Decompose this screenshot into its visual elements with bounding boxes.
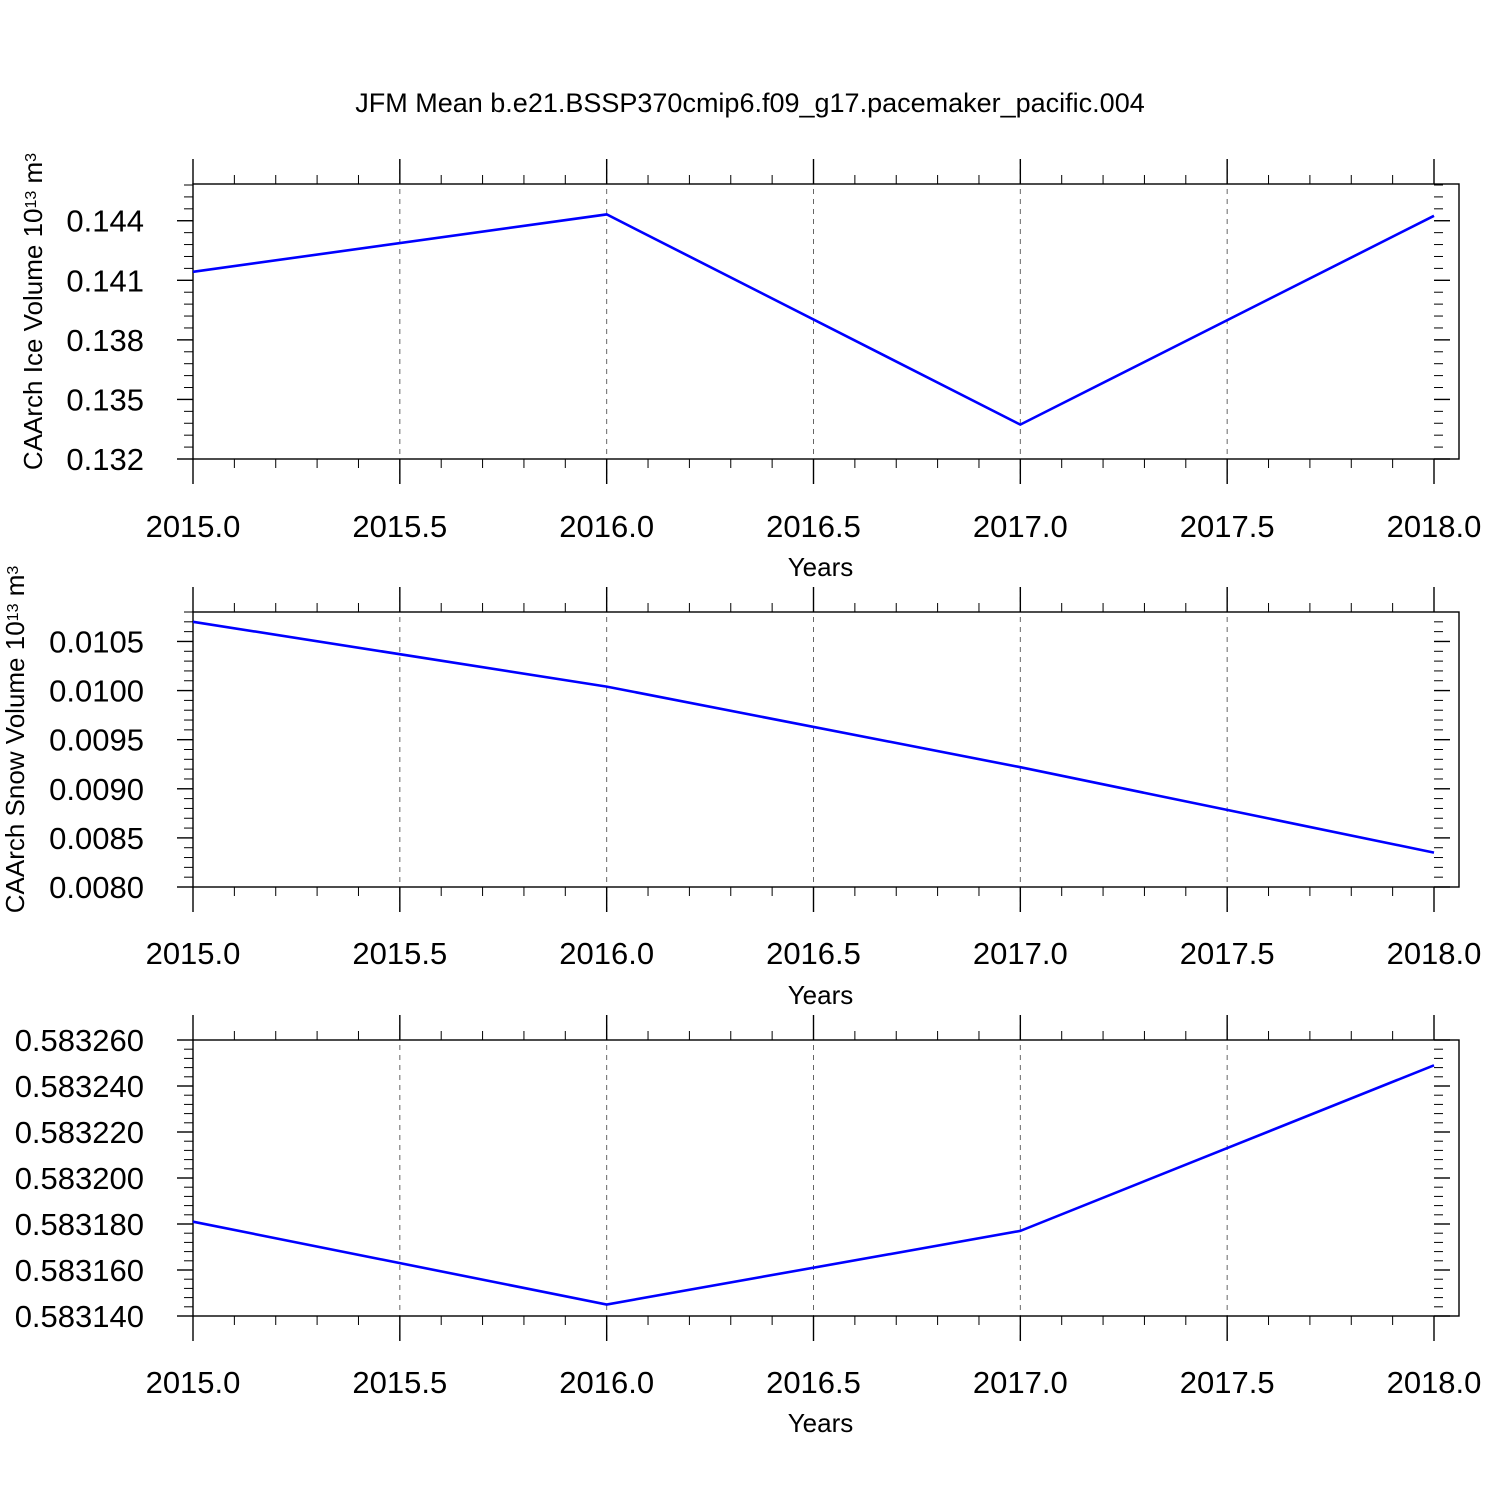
y-tick-label: 0.583220 xyxy=(15,1115,144,1150)
figure-title: JFM Mean b.e21.BSSP370cmip6.f09_g17.pace… xyxy=(355,88,1144,118)
x-tick-label: 2015.0 xyxy=(146,509,241,544)
y-tick-label: 0.583160 xyxy=(15,1253,144,1288)
chart-panel-3: 2015.0 2015.5 2016.0 2016.5 2017.0 2017.5 2018… xyxy=(15,1015,1482,1438)
y-tick-label: 0.0080 xyxy=(49,870,144,905)
series-line xyxy=(192,1064,1435,1306)
x-axis-label: Years xyxy=(788,552,854,582)
y-tick-label: 0.583180 xyxy=(15,1207,144,1242)
y-tick-label: 0.135 xyxy=(66,382,144,417)
y-tick-label: 0.0095 xyxy=(49,723,144,758)
y-tick-label: 0.0090 xyxy=(49,772,144,807)
plot-frame xyxy=(192,183,1460,460)
x-tick-label: 2016.0 xyxy=(559,509,654,544)
y-tick-label: 0.132 xyxy=(66,442,144,477)
y-tick-label: 0.0100 xyxy=(49,674,144,709)
y-axis-label-text: m xyxy=(0,575,30,604)
x-tick-label: 2016.0 xyxy=(559,936,654,971)
y-tick-label: 0.583200 xyxy=(15,1161,144,1196)
x-tick-label: 2017.0 xyxy=(973,509,1068,544)
x-tick-label: 2017.5 xyxy=(1180,1365,1275,1400)
x-tick-label: 2015.5 xyxy=(352,936,447,971)
x-tick-label: 2017.0 xyxy=(973,936,1068,971)
y-tick-label: 0.141 xyxy=(66,263,144,298)
chart-panel-2: 2015.0 2015.5 2016.0 2016.5 2017.0 2017.5 2018… xyxy=(0,566,1481,1010)
y-axis-label: CAArch Ice Volume 1013 m3 xyxy=(18,153,48,470)
panels: 2015.0 2015.5 2016.0 2016.5 2017.0 2017.5 2018… xyxy=(0,153,1481,1438)
x-tick-label: 2017.5 xyxy=(1180,936,1275,971)
x-tick-label: 2015.0 xyxy=(146,936,241,971)
y-tick-label: 0.144 xyxy=(66,204,144,239)
y-tick-label: 0.583260 xyxy=(15,1023,144,1058)
y-axis-label: CAArch Snow Volume 1013 m3 xyxy=(0,566,30,914)
series-line xyxy=(192,620,1435,854)
y-tick-label: 0.583240 xyxy=(15,1069,144,1104)
y-tick-label: 0.0105 xyxy=(49,624,144,659)
y-axis-label-superscript: 3 xyxy=(23,153,40,162)
x-tick-label: 2018.0 xyxy=(1387,936,1482,971)
x-tick-label: 2016.5 xyxy=(766,1365,861,1400)
x-tick-label: 2016.5 xyxy=(766,509,861,544)
x-tick-label: 2015.5 xyxy=(352,1365,447,1400)
series-line xyxy=(192,213,1435,427)
x-tick-label: 2015.5 xyxy=(352,509,447,544)
x-tick-label: 2018.0 xyxy=(1387,1365,1482,1400)
y-axis-label-text: CAArch Ice Volume 10 xyxy=(18,209,48,471)
y-axis-label-text: m xyxy=(18,162,48,191)
y-tick-label: 0.0085 xyxy=(49,821,144,856)
x-tick-label: 2016.0 xyxy=(559,1365,654,1400)
y-axis-label-text: CAArch Snow Volume 10 xyxy=(0,621,30,913)
x-tick-label: 2017.0 xyxy=(973,1365,1068,1400)
y-axis-label-superscript: 13 xyxy=(23,191,40,209)
x-axis-label: Years xyxy=(788,1408,854,1438)
y-tick-label: 0.583140 xyxy=(15,1299,144,1334)
y-axis-label-superscript: 3 xyxy=(5,566,22,575)
x-tick-label: 2016.5 xyxy=(766,936,861,971)
y-axis-label-superscript: 13 xyxy=(5,603,22,621)
y-tick-label: 0.138 xyxy=(66,323,144,358)
x-axis-label: Years xyxy=(788,980,854,1010)
x-tick-label: 2018.0 xyxy=(1387,509,1482,544)
x-tick-label: 2015.0 xyxy=(146,1365,241,1400)
chart-panel-1: 2015.0 2015.5 2016.0 2016.5 2017.0 2017.5 2018… xyxy=(18,153,1481,582)
x-tick-label: 2017.5 xyxy=(1180,509,1275,544)
